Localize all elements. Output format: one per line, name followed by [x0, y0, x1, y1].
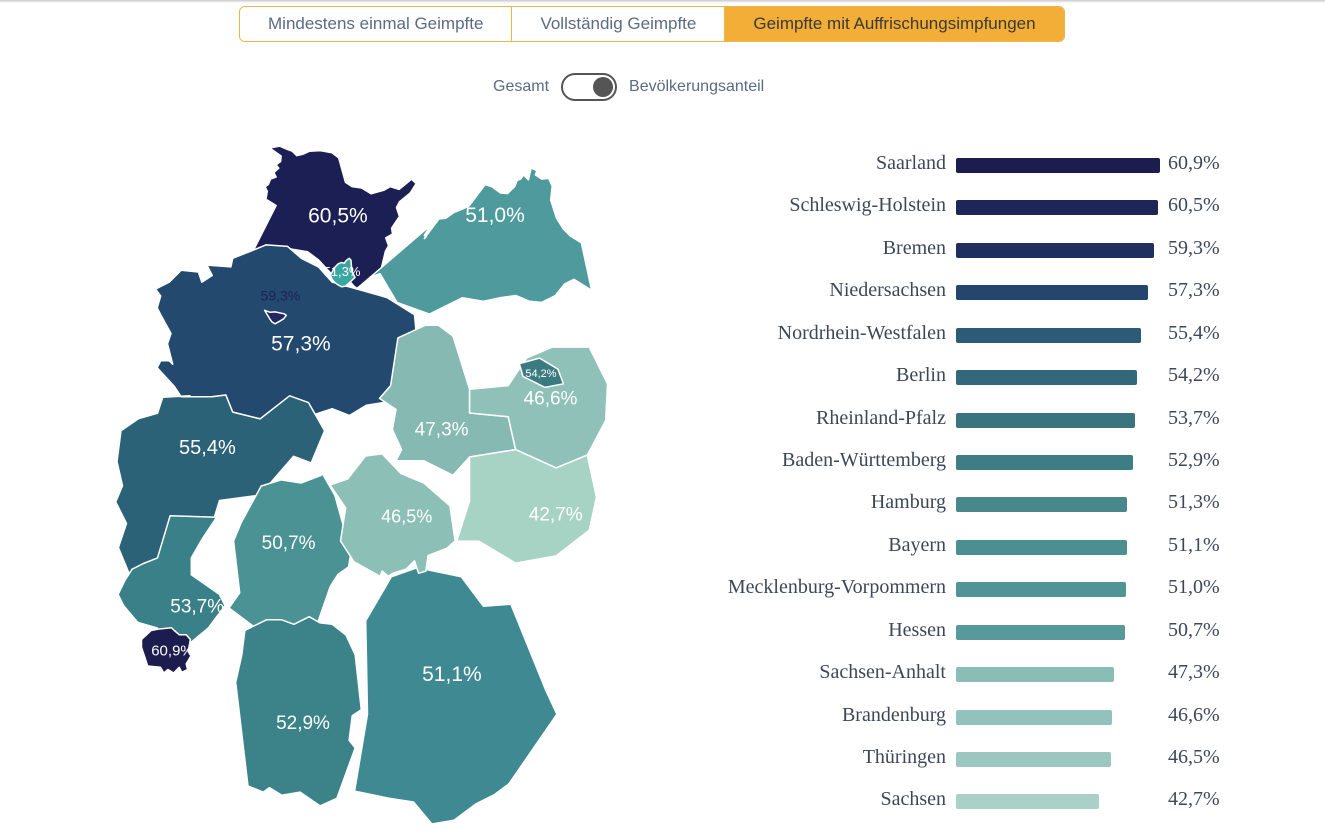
- svg-text:54,2%: 54,2%: [525, 368, 556, 380]
- svg-text:51,0%: 51,0%: [465, 204, 525, 227]
- svg-text:51,3%: 51,3%: [324, 264, 361, 279]
- svg-text:47,3%: 47,3%: [415, 419, 469, 440]
- svg-text:53,7%: 53,7%: [170, 596, 224, 617]
- svg-text:57,3%: 57,3%: [271, 333, 331, 356]
- svg-text:50,7%: 50,7%: [262, 533, 316, 554]
- svg-text:59,3%: 59,3%: [261, 287, 301, 303]
- svg-text:55,4%: 55,4%: [179, 437, 236, 459]
- svg-text:60,5%: 60,5%: [308, 205, 368, 228]
- svg-text:60,9%: 60,9%: [151, 642, 194, 659]
- svg-text:52,9%: 52,9%: [276, 713, 330, 734]
- svg-text:51,1%: 51,1%: [422, 663, 482, 686]
- svg-text:46,5%: 46,5%: [381, 506, 432, 526]
